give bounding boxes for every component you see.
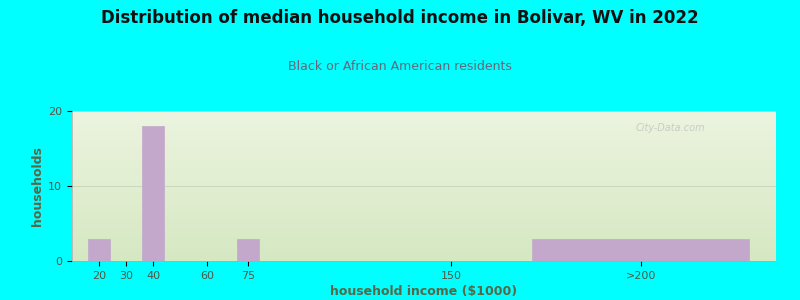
Text: Distribution of median household income in Bolivar, WV in 2022: Distribution of median household income …	[101, 9, 699, 27]
X-axis label: household income ($1000): household income ($1000)	[330, 285, 518, 298]
Bar	[88, 238, 110, 261]
Text: City-Data.com: City-Data.com	[635, 123, 705, 133]
Text: Black or African American residents: Black or African American residents	[288, 60, 512, 73]
Bar	[532, 238, 749, 261]
Bar	[142, 126, 164, 261]
Y-axis label: households: households	[31, 146, 44, 226]
Bar	[237, 238, 259, 261]
